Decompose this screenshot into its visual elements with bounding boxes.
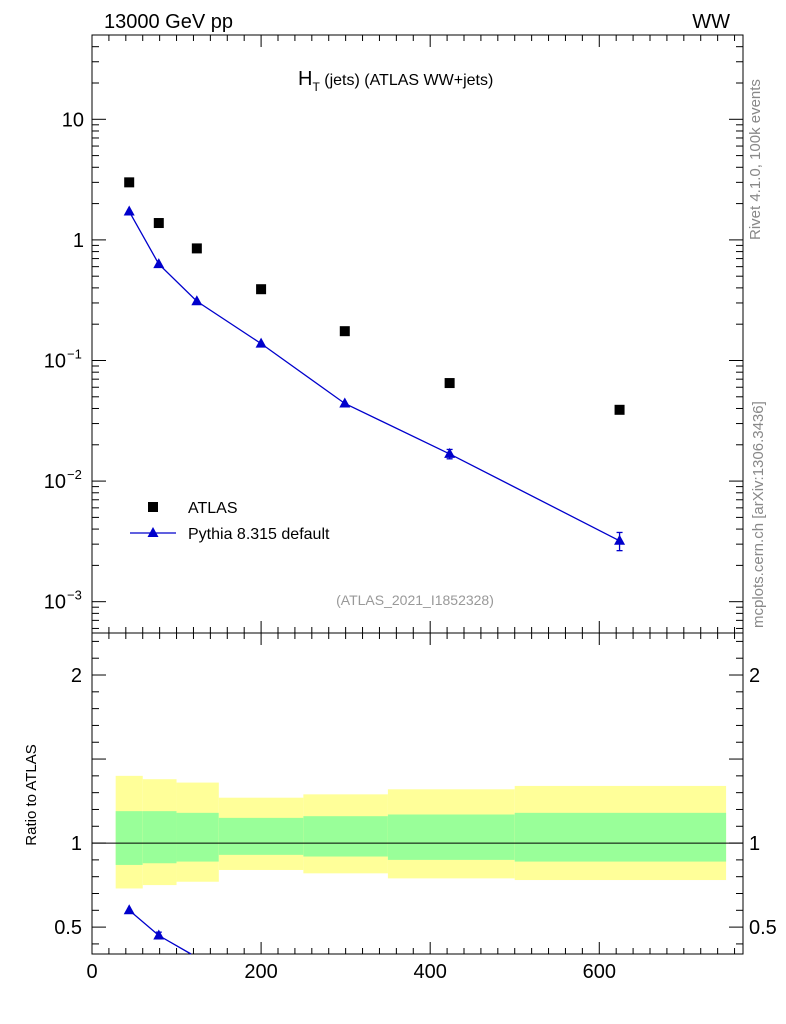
ratio-y-axis-label: Ratio to ATLAS	[23, 744, 40, 845]
title-subscript: T	[312, 80, 320, 94]
ratio-series	[123, 904, 192, 955]
ratio-inner-band	[176, 812, 219, 862]
data-point	[614, 404, 625, 415]
mc-point	[153, 258, 165, 269]
ratio-inner-band	[142, 811, 177, 864]
ratio-panel: 2 2 1 1 0.5 0.5 0 200 400 600 Ratio to ATLAS	[23, 632, 777, 983]
data-point	[153, 218, 164, 229]
main-series	[123, 177, 626, 552]
data-point	[339, 326, 350, 337]
legend-marker-atlas	[148, 502, 158, 512]
ratio-inner-band	[303, 816, 388, 857]
mc-point	[614, 534, 626, 545]
process-label: WW	[692, 11, 730, 33]
ratio-inner-band	[218, 817, 304, 855]
ratio-axis-ticks	[91, 633, 743, 954]
plot-title: HT (jets) (ATLAS WW+jets)	[298, 68, 493, 94]
rivet-version-label: Rivet 4.1.0, 100k events	[747, 79, 764, 240]
y-tick-label: 1	[73, 230, 84, 252]
ratio-y-tick-labels: 2 2 1 1 0.5 0.5	[54, 665, 777, 939]
data-point	[191, 243, 202, 254]
x-tick-label: 0	[86, 961, 97, 983]
main-plot-frame	[91, 34, 744, 634]
analysis-watermark: (ATLAS_2021_I1852328)	[336, 592, 494, 608]
title-rest: (jets) (ATLAS WW+jets)	[320, 72, 494, 89]
legend-label-atlas: ATLAS	[188, 500, 238, 517]
main-axis-ticks	[91, 34, 743, 633]
ratio-y-tick-label: 0.5	[54, 917, 82, 939]
x-tick-labels: 0 200 400 600	[86, 961, 616, 983]
mc-point	[123, 205, 135, 216]
collision-label: 13000 GeV pp	[104, 11, 233, 33]
legend-marker-mc	[147, 527, 159, 537]
ratio-y-tick-label-right: 0.5	[749, 917, 777, 939]
ratio-y-tick-label: 1	[71, 833, 82, 855]
ratio-plot-frame	[91, 632, 744, 955]
mc-point	[444, 447, 456, 458]
mc-point	[339, 397, 351, 408]
y-tick-exponent: −2	[67, 467, 82, 482]
ratio-inner-band	[115, 811, 143, 865]
x-tick-label: 200	[244, 961, 277, 983]
ratio-y-tick-label-right: 2	[749, 665, 760, 687]
mc-point	[255, 337, 267, 348]
ratio-inner-band	[387, 814, 515, 860]
ratio-y-tick-label-right: 1	[749, 833, 760, 855]
mc-point	[191, 295, 203, 306]
x-tick-label: 400	[413, 961, 446, 983]
y-tick-label: 10	[44, 350, 66, 372]
data-point	[124, 177, 135, 188]
legend: ATLAS Pythia 8.315 default	[130, 500, 330, 543]
data-point	[256, 284, 267, 295]
mcplots-label: mcplots.cern.ch [arXiv:1306.3436]	[750, 401, 767, 628]
y-tick-exponent: −3	[67, 588, 82, 603]
ratio-mc-point	[153, 929, 165, 940]
ratio-inner-band	[514, 812, 727, 862]
ratio-mc-point	[123, 904, 135, 915]
mc-line	[128, 211, 620, 542]
x-tick-label: 600	[583, 961, 616, 983]
ratio-bands	[92, 775, 743, 889]
y-tick-label: 10	[44, 592, 66, 614]
y-tick-exponent: −1	[67, 346, 82, 361]
ratio-y-tick-label: 2	[71, 665, 82, 687]
data-point	[444, 378, 455, 389]
y-tick-label: 10	[62, 109, 84, 131]
title-main: H	[298, 68, 312, 90]
legend-label-mc: Pythia 8.315 default	[188, 526, 330, 543]
y-tick-label: 10	[44, 471, 66, 493]
